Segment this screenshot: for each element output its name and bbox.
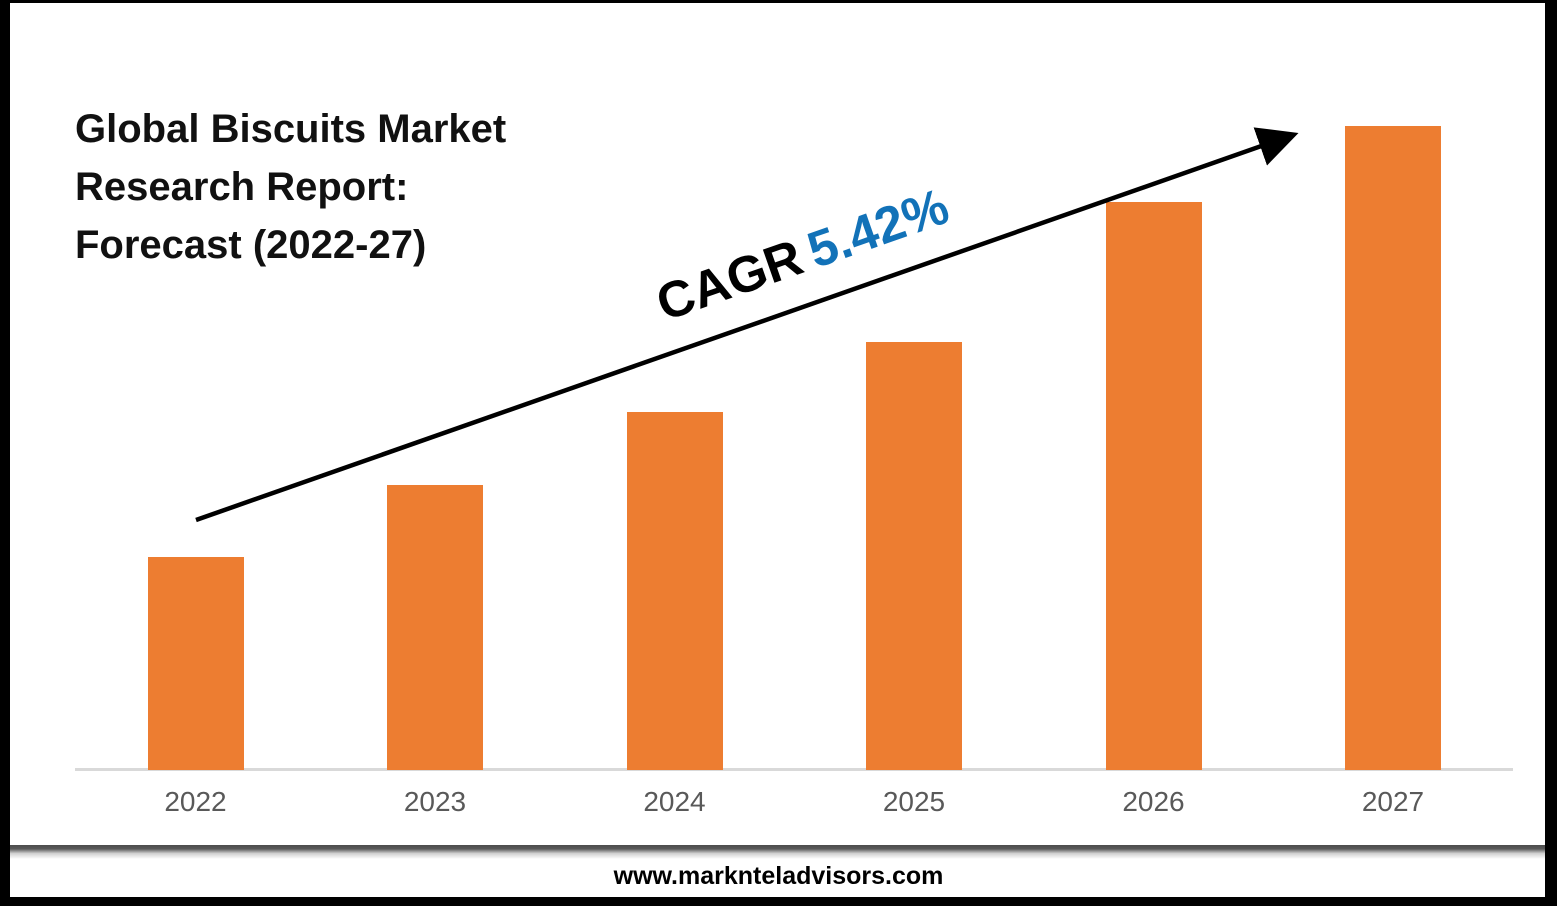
footer: www.marknteladvisors.com (0, 854, 1557, 898)
website-link[interactable]: www.marknteladvisors.com (613, 861, 944, 890)
frame-border-right (1545, 0, 1557, 906)
frame-border-bottom (0, 897, 1557, 906)
x-tick-label-2024: 2024 (643, 786, 706, 817)
x-tick-label-2027: 2027 (1361, 786, 1425, 817)
bar-2027 (1345, 126, 1441, 770)
chart-title: Global Biscuits Market Research Report: … (75, 100, 506, 274)
footer-divider-shadow (0, 845, 1557, 859)
title-line-2: Research Report: (75, 165, 409, 209)
x-tick-label-2023: 2023 (403, 786, 467, 817)
bar-2024 (626, 412, 723, 770)
x-tick-label-2026: 2026 (1122, 786, 1185, 817)
title-line-1: Global Biscuits Market (75, 107, 507, 151)
title-line-3: Forecast (2022-27) (75, 223, 427, 267)
x-tick-label-2025: 2025 (882, 786, 946, 817)
bar-2026 (1105, 202, 1202, 770)
frame-border-top (0, 0, 1557, 3)
bar-2023 (387, 485, 483, 770)
x-tick-label-2022: 2022 (164, 786, 227, 817)
bar-2022 (147, 557, 244, 770)
frame-border-left (0, 0, 10, 906)
bar-2025 (866, 342, 962, 770)
x-axis-line (75, 768, 1513, 771)
